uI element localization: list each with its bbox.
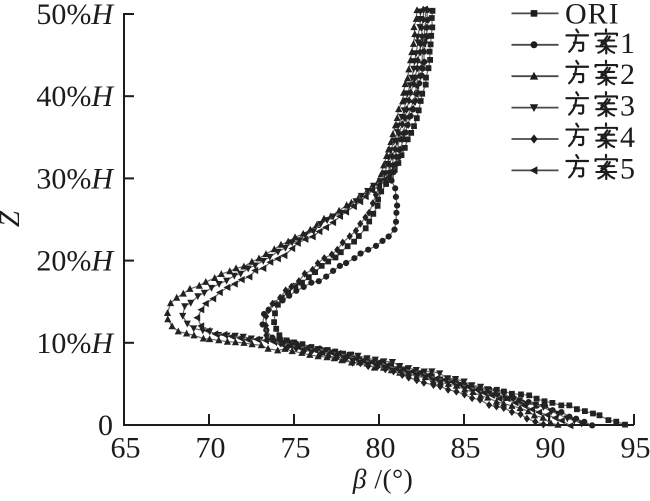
svg-text:85: 85 <box>451 432 481 465</box>
svg-text:90: 90 <box>536 432 566 465</box>
svg-text:10%H: 10%H <box>36 327 115 360</box>
svg-text:4: 4 <box>620 121 635 154</box>
svg-text:50%H: 50%H <box>36 0 115 31</box>
svg-text:75: 75 <box>281 432 311 465</box>
svg-text:80: 80 <box>366 432 396 465</box>
svg-text:ORI: ORI <box>565 0 620 30</box>
svg-text:2: 2 <box>620 58 635 91</box>
svg-text:3: 3 <box>620 90 635 123</box>
svg-text:0: 0 <box>98 409 113 442</box>
svg-text:40%H: 40%H <box>36 80 115 113</box>
svg-text:30%H: 30%H <box>36 162 115 195</box>
svg-text:95: 95 <box>621 432 650 465</box>
svg-text:70: 70 <box>196 432 226 465</box>
svg-text:65: 65 <box>111 432 141 465</box>
svg-text:20%H: 20%H <box>36 245 115 278</box>
svg-text:1: 1 <box>620 27 635 60</box>
svg-text:Z: Z <box>0 210 26 227</box>
svg-text:5: 5 <box>620 152 635 185</box>
svg-text:β /(°): β /(°) <box>352 463 414 494</box>
